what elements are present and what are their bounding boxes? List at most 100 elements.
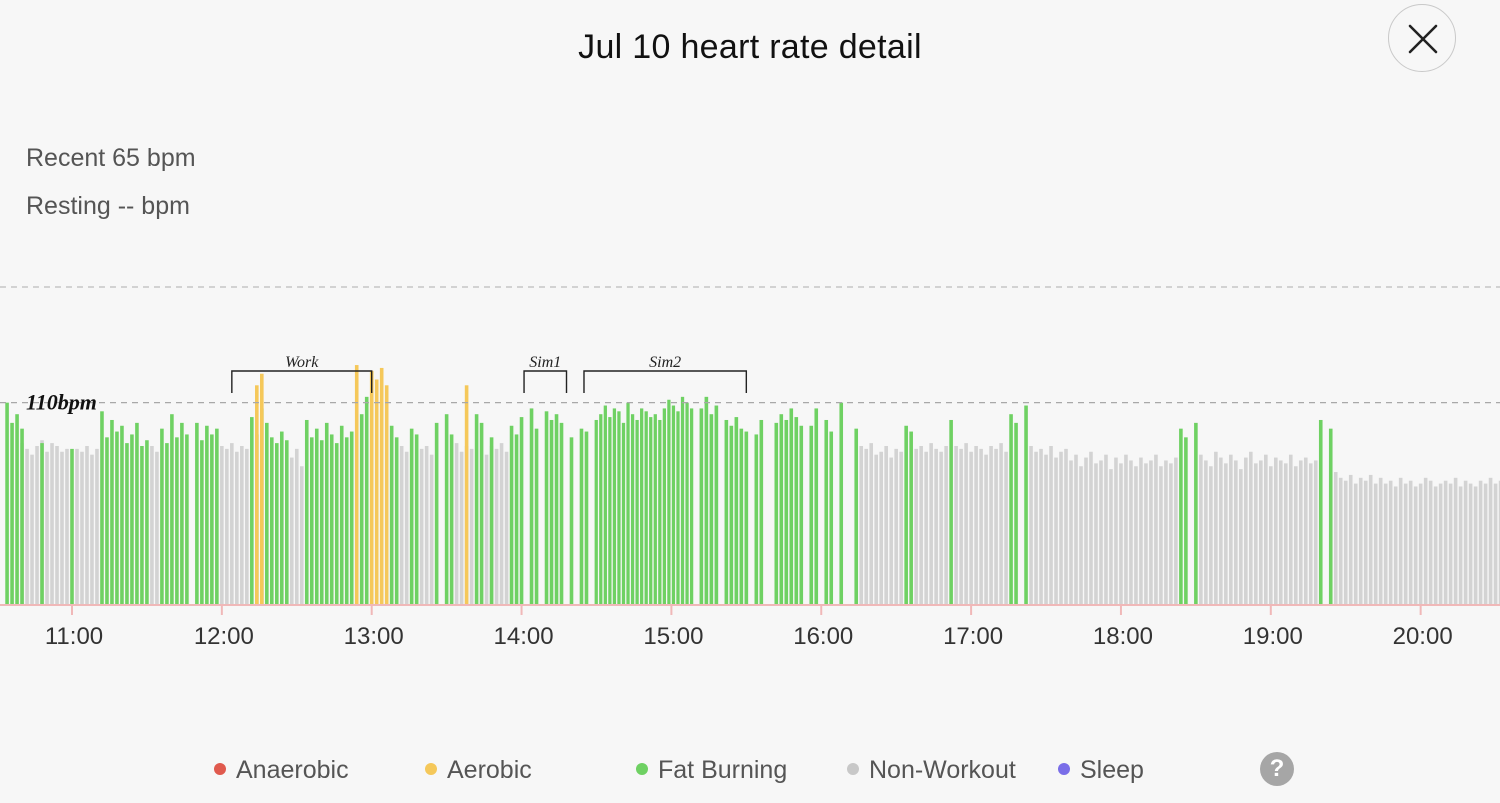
bar-fat-burning: [1009, 414, 1013, 605]
bar-fat-burning: [160, 428, 164, 605]
bar-non-workout: [1493, 483, 1498, 605]
bar-fat-burning: [275, 443, 279, 605]
bar-non-workout: [1164, 460, 1168, 605]
bar-non-workout: [1288, 454, 1293, 605]
bar-non-workout: [959, 448, 963, 605]
bar-non-workout: [1473, 486, 1478, 605]
bar-non-workout: [55, 446, 59, 605]
bar-non-workout: [235, 451, 239, 605]
bar-non-workout: [150, 446, 154, 605]
legend-aerobic-dot: [425, 763, 437, 775]
bar-fat-burning: [714, 405, 719, 605]
bar-non-workout: [944, 446, 948, 605]
bar-non-workout: [1254, 463, 1258, 605]
bar-non-workout: [1134, 466, 1138, 605]
help-button[interactable]: ?: [1260, 752, 1294, 786]
bar-fat-burning: [680, 396, 685, 605]
x-tick-label: 14:00: [494, 623, 554, 650]
bar-fat-burning: [649, 417, 653, 605]
bars-layer: [5, 365, 1500, 605]
bar-non-workout: [1004, 451, 1008, 605]
bar-non-workout: [1488, 477, 1493, 605]
bar-fat-burning: [205, 425, 209, 605]
bar-fat-burning: [676, 411, 680, 605]
zone-annotations: Work Sim1 Sim2: [231, 354, 748, 393]
bar-non-workout: [85, 446, 89, 605]
bar-fat-burning: [359, 414, 364, 605]
bar-fat-burning: [653, 414, 657, 605]
bar-non-workout: [240, 446, 244, 605]
bar-aerobic: [379, 367, 384, 605]
close-icon: [1408, 24, 1438, 54]
bar-non-workout: [1398, 477, 1403, 605]
bar-fat-burning: [389, 425, 394, 605]
legend-fat-burning: Fat Burning: [636, 756, 787, 785]
bar-non-workout: [1159, 466, 1163, 605]
zone-annotation-label: Sim2: [649, 354, 681, 371]
bar-fat-burning: [474, 414, 479, 605]
bar-non-workout: [1388, 480, 1393, 605]
legend-anaerobic-dot: [214, 763, 226, 775]
bar-fat-burning: [180, 422, 184, 605]
bar-fat-burning: [584, 431, 589, 605]
bar-fat-burning: [10, 422, 14, 605]
bar-non-workout: [869, 443, 873, 605]
legend-sleep-label: Sleep: [1080, 756, 1144, 784]
bar-fat-burning: [662, 408, 666, 605]
bar-fat-burning: [671, 405, 676, 605]
bar-aerobic: [374, 379, 379, 605]
bar-non-workout: [220, 446, 224, 605]
bar-non-workout: [1274, 457, 1278, 605]
bar-non-workout: [1313, 460, 1318, 605]
bar-non-workout: [1039, 448, 1043, 605]
bar-aerobic: [260, 373, 264, 605]
bar-non-workout: [1029, 446, 1033, 605]
bar-non-workout: [429, 454, 434, 605]
bar-non-workout: [894, 448, 898, 605]
bar-non-workout: [1498, 480, 1500, 605]
bar-non-workout: [899, 451, 903, 605]
bar-fat-burning: [394, 437, 399, 605]
x-tick-label: 12:00: [194, 623, 254, 650]
bar-fat-burning: [829, 431, 834, 605]
bar-fat-burning: [125, 443, 129, 605]
bar-non-workout: [934, 448, 938, 605]
bar-non-workout: [454, 443, 459, 605]
bar-non-workout: [1114, 457, 1118, 605]
x-tick-label: 17:00: [943, 623, 1003, 650]
bar-non-workout: [45, 451, 49, 605]
bar-non-workout: [1433, 486, 1438, 605]
bar-fat-burning: [1328, 428, 1333, 605]
bar-non-workout: [50, 443, 54, 605]
bar-non-workout: [1269, 466, 1273, 605]
bar-non-workout: [1249, 451, 1253, 605]
bar-fat-burning: [434, 422, 439, 605]
bar-fat-burning: [617, 411, 621, 605]
bar-non-workout: [964, 443, 968, 605]
bar-non-workout: [874, 454, 878, 605]
x-tick-label: 11:00: [45, 623, 103, 650]
bar-fat-burning: [544, 411, 549, 605]
bar-non-workout: [1054, 457, 1058, 605]
bar-fat-burning: [1014, 422, 1018, 605]
bar-non-workout: [1119, 463, 1123, 605]
bar-non-workout: [1283, 463, 1288, 605]
bar-fat-burning: [774, 422, 779, 605]
bar-fat-burning: [685, 402, 689, 605]
bar-non-workout: [1428, 480, 1433, 605]
bar-aerobic: [255, 385, 259, 605]
bar-aerobic: [384, 385, 389, 605]
bar-fat-burning: [170, 414, 174, 605]
bar-fat-burning: [1024, 405, 1028, 605]
bar-non-workout: [35, 446, 39, 605]
bar-non-workout: [1443, 480, 1448, 605]
x-tick-label: 19:00: [1243, 623, 1303, 650]
bar-fat-burning: [509, 425, 514, 605]
close-button[interactable]: [1388, 4, 1456, 72]
bar-non-workout: [469, 448, 474, 605]
bar-fat-burning: [110, 419, 114, 605]
bar-non-workout: [1438, 483, 1443, 605]
bar-non-workout: [1074, 454, 1078, 605]
bar-fat-burning: [115, 431, 119, 605]
legend-sleep: Sleep: [1058, 756, 1144, 785]
